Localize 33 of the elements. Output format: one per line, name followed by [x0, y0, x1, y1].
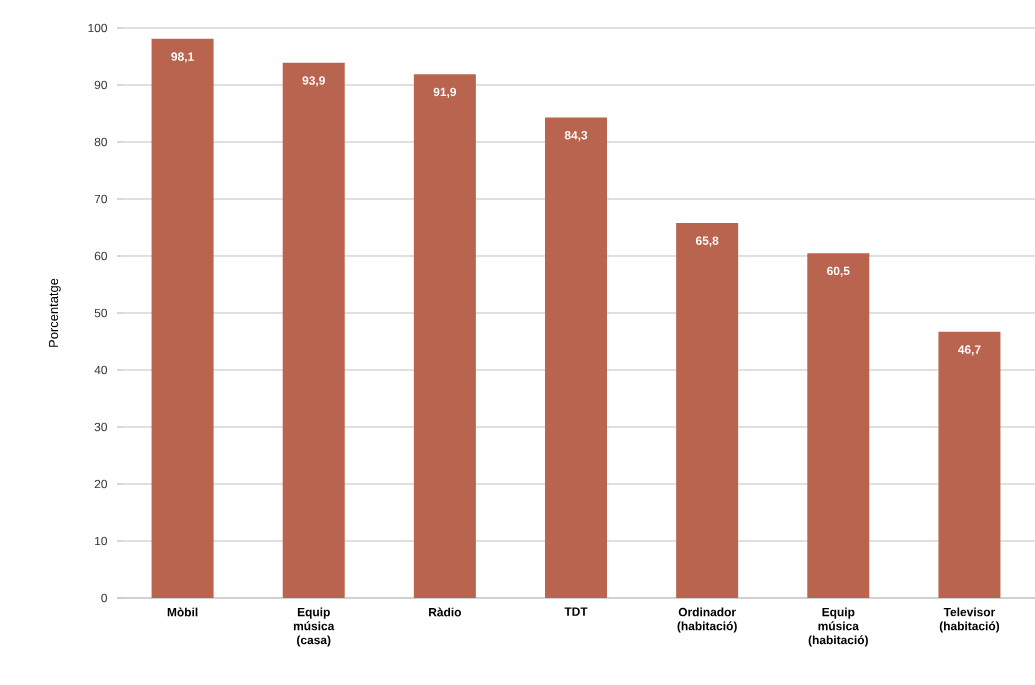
bar — [676, 222, 739, 598]
x-tick-label: TDT — [564, 607, 588, 616]
data-label: 65,8 — [695, 236, 719, 247]
bar — [938, 331, 1001, 598]
y-tick-label: 80 — [94, 137, 108, 147]
bar — [545, 117, 607, 598]
y-tick-label: 100 — [88, 23, 108, 33]
y-tick-label: 40 — [94, 365, 108, 375]
data-label: 93,9 — [302, 76, 325, 87]
data-label: 91,9 — [433, 87, 457, 98]
x-tick-label: Equip música (habitació) — [808, 607, 868, 647]
bar — [151, 38, 214, 598]
y-tick-label: 0 — [101, 593, 108, 603]
x-tick-label: Televisor (habitació) — [939, 607, 1000, 633]
bar — [807, 253, 870, 598]
y-tick-label: 30 — [94, 422, 108, 432]
x-tick-label: Ordinador (habitació) — [677, 607, 737, 633]
y-axis-title: Porcentatge — [49, 278, 61, 347]
y-tick-label: 20 — [94, 479, 108, 489]
bar — [413, 74, 476, 598]
y-tick-label: 10 — [95, 536, 108, 546]
y-tick-label: 70 — [94, 194, 108, 204]
data-label: 84,3 — [564, 131, 588, 142]
x-tick-label: Mòbil — [167, 607, 198, 617]
bar — [282, 62, 345, 598]
data-label: 60,5 — [827, 266, 850, 277]
y-tick-label: 50 — [94, 308, 108, 318]
data-label: 46,7 — [957, 345, 981, 356]
y-tick-label: 60 — [94, 251, 108, 261]
data-label: 98,1 — [171, 52, 194, 63]
x-tick-label: Equip música (casa) — [293, 607, 335, 647]
x-tick-label: Ràdio — [429, 607, 461, 617]
y-tick-label: 90 — [94, 80, 108, 90]
